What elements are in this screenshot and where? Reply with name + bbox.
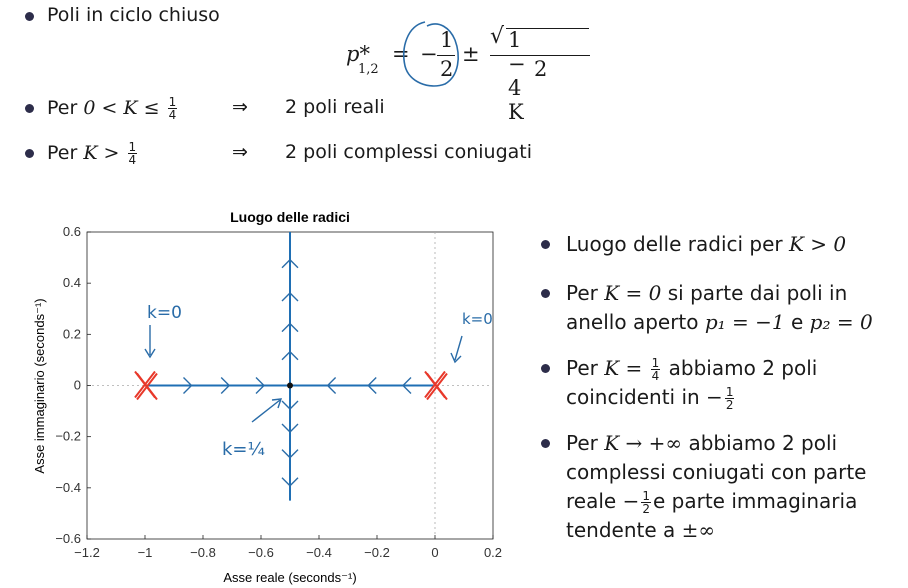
direction-chevron-up <box>281 350 299 361</box>
direction-chevron-down <box>281 477 299 487</box>
direction-chevron-up <box>281 258 299 269</box>
x-tick-label: −0.8 <box>190 545 216 560</box>
bullet-closed-loop-poles: Poli in ciclo chiuso <box>47 4 220 26</box>
y-tick-label: 0.2 <box>63 326 81 341</box>
x-tick-label: 0 <box>431 545 438 560</box>
y-tick-label: −0.4 <box>55 480 81 495</box>
formula-minus: − <box>420 42 438 66</box>
bullet <box>541 240 550 249</box>
bullet <box>541 439 550 448</box>
x-tick-label: −0.4 <box>306 545 332 560</box>
x-axis-label: Asse reale (seconds⁻¹) <box>223 570 356 585</box>
bullet <box>541 289 550 298</box>
handdrawn-circle <box>403 21 459 87</box>
formula-sqrt-overline <box>506 28 589 29</box>
formula-lhs: p* <box>346 42 370 66</box>
annotation-k0-right: k=0 <box>462 310 493 328</box>
annotation-arrow-k14 <box>251 398 283 423</box>
formula-main-bar <box>490 55 590 56</box>
x-tick-label: −0.2 <box>364 545 390 560</box>
direction-chevron-left <box>367 377 377 394</box>
direction-chevron-up <box>281 291 299 302</box>
y-axis-label: Asse immaginario (seconds⁻¹) <box>32 298 47 473</box>
chart-title: Luogo delle radici <box>230 209 350 225</box>
formula-half-den: 2 <box>440 57 454 81</box>
formula-lhs-subscript: 1,2 <box>358 62 379 77</box>
x-tick-label: −1.2 <box>74 545 100 560</box>
y-tick-label: 0.4 <box>63 275 81 290</box>
x-tick-label: 0.2 <box>484 545 502 560</box>
bullet <box>25 149 34 158</box>
y-tick-label: 0.6 <box>63 224 81 239</box>
result-complex-poles: 2 poli complessi coniugati <box>285 141 532 163</box>
formula-equals: = <box>392 42 410 66</box>
arrow-implies: ⇒ <box>232 96 248 118</box>
y-tick-label: −0.6 <box>55 531 81 546</box>
item-k-infinity: Per K → +∞ abbiamo 2 poli complessi coni… <box>566 431 867 542</box>
formula-plusminus: ± <box>462 42 480 66</box>
result-real-poles: 2 poli reali <box>285 96 385 118</box>
direction-chevron-right <box>255 377 265 394</box>
annotation-arrow-left <box>144 325 156 359</box>
direction-chevron-right <box>183 377 193 394</box>
direction-chevron-left <box>326 377 337 394</box>
root-locus-plot: Luogo delle radici −1.2 −1 −0.8 −0.6 −0.4 −0.… <box>32 209 502 585</box>
pole-x-stroke <box>134 370 158 401</box>
formula-sqrt-argument: 1 − 4 K <box>508 28 526 124</box>
direction-chevron-down <box>281 449 299 459</box>
item-locus-for-k: Luogo delle radici per K > 0 <box>566 232 847 256</box>
direction-chevron-left <box>402 377 412 394</box>
formula-half-bar <box>437 55 455 56</box>
direction-chevron-down <box>281 400 299 410</box>
bullet <box>25 104 34 113</box>
annotation-k0-left: k=0 <box>147 303 182 323</box>
annotation-arrow-right <box>450 335 463 364</box>
direction-chevron-up <box>281 322 299 333</box>
x-tick-label: −1 <box>138 545 153 560</box>
direction-chevron-down <box>281 423 299 433</box>
formula-half-num: 1 <box>440 28 454 52</box>
bullet <box>541 364 550 373</box>
bullet <box>25 12 34 21</box>
pole-marker <box>134 370 158 401</box>
breakaway-point <box>287 382 293 389</box>
direction-chevron-right <box>220 377 231 394</box>
formula-sqrt-sign: √ <box>490 24 505 49</box>
x-tick-label: −0.6 <box>248 545 274 560</box>
pole-x-stroke <box>424 370 448 401</box>
annotation-k14: k=¼ <box>222 439 265 460</box>
pole-marker <box>424 370 448 401</box>
y-tick-label: −0.2 <box>55 429 81 444</box>
y-tick-label: 0 <box>74 378 81 393</box>
item-k-zero: Per K = 0 si parte dai poli in anello ap… <box>566 281 873 334</box>
arrow-implies: ⇒ <box>232 141 248 163</box>
formula-den: 2 <box>534 57 548 81</box>
